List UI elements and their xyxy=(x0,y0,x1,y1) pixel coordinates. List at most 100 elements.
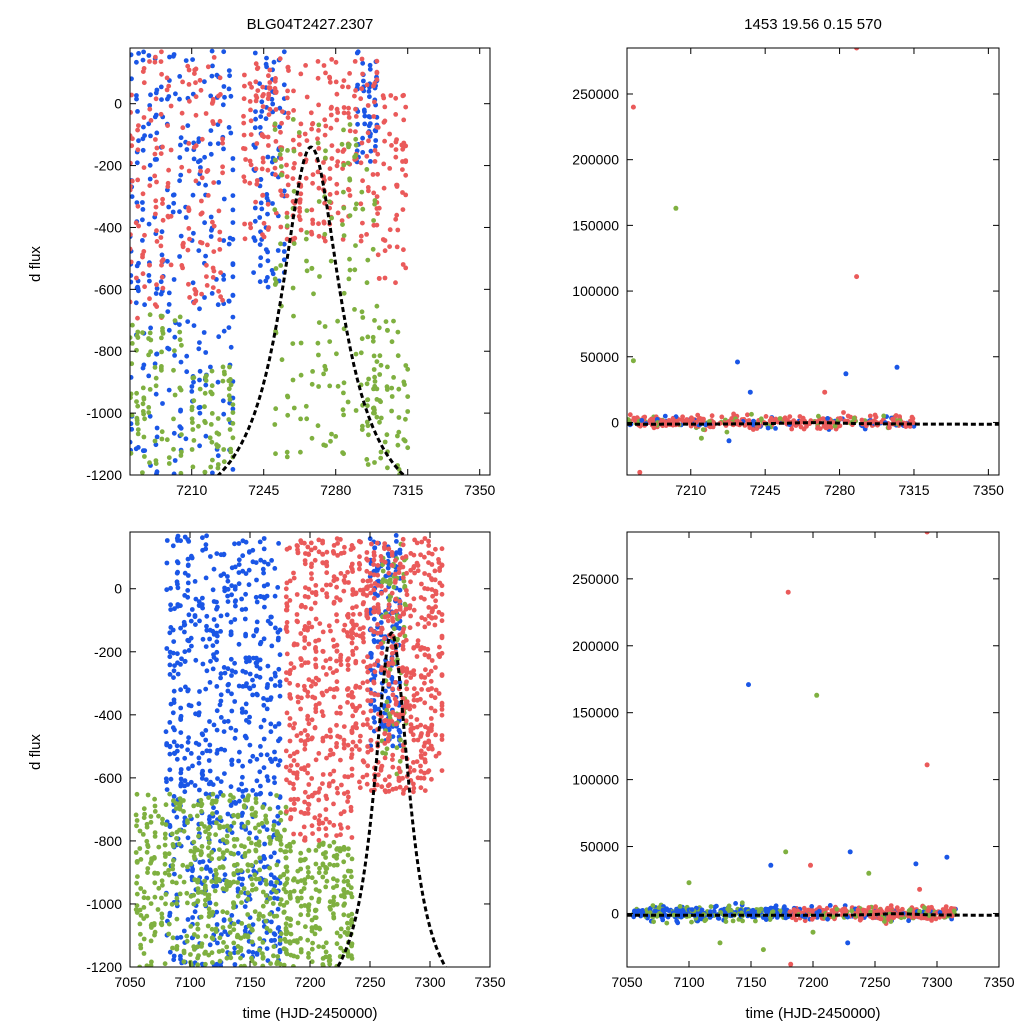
data-point-blue xyxy=(390,744,395,749)
data-point-blue xyxy=(184,369,189,374)
data-point-green xyxy=(274,266,279,271)
data-point-green xyxy=(130,323,135,328)
data-point-green xyxy=(271,901,276,906)
data-point-green xyxy=(136,427,141,432)
data-point-green xyxy=(335,319,340,324)
data-point-red xyxy=(338,832,343,837)
data-point-red xyxy=(295,619,300,624)
data-point-red xyxy=(351,652,356,657)
data-point-red xyxy=(314,590,319,595)
data-point-red xyxy=(328,753,333,758)
data-point-red xyxy=(350,569,355,574)
data-point-green xyxy=(153,804,158,809)
data-point-green xyxy=(405,409,410,414)
data-point-blue xyxy=(134,97,139,102)
data-point-green xyxy=(345,890,350,895)
data-point-red xyxy=(298,152,303,157)
data-point-blue xyxy=(259,201,264,206)
data-point-green xyxy=(292,149,297,154)
data-point-blue xyxy=(237,799,242,804)
data-point-red xyxy=(324,583,329,588)
data-point-red xyxy=(286,115,291,120)
data-point-green xyxy=(274,880,279,885)
data-point-blue xyxy=(134,300,139,305)
data-point-red xyxy=(305,95,310,100)
data-point-red xyxy=(321,160,326,165)
data-point-red xyxy=(194,179,199,184)
data-point-blue xyxy=(265,212,270,217)
data-point-red xyxy=(433,733,438,738)
fit-parameters: 1453 19.56 0.15 570 xyxy=(744,16,882,33)
data-point-green xyxy=(282,828,287,833)
data-point-green xyxy=(306,905,311,910)
data-point-red xyxy=(313,657,318,662)
data-point-blue xyxy=(182,929,187,934)
data-point-blue xyxy=(282,249,287,254)
data-point-green xyxy=(139,913,144,918)
data-point-blue xyxy=(266,619,271,624)
data-point-red xyxy=(180,111,185,116)
data-point-green xyxy=(160,878,165,883)
data-point-blue xyxy=(237,557,242,562)
data-point-red xyxy=(324,794,329,799)
data-point-blue xyxy=(187,703,192,708)
data-point-green xyxy=(140,330,145,335)
data-point-red xyxy=(351,546,356,551)
data-point-green xyxy=(279,842,284,847)
data-point-red xyxy=(147,296,152,301)
data-point-green xyxy=(298,867,303,872)
data-point-green xyxy=(142,937,147,942)
data-point-green xyxy=(360,207,365,212)
data-point-blue xyxy=(367,123,372,128)
data-point-red xyxy=(335,649,340,654)
data-point-red xyxy=(206,64,211,69)
data-point-green xyxy=(232,837,237,842)
data-point-red xyxy=(169,148,174,153)
data-point-green xyxy=(341,912,346,917)
data-point-green xyxy=(246,863,251,868)
data-point-green xyxy=(225,834,230,839)
data-point-green xyxy=(335,941,340,946)
data-point-red xyxy=(266,135,271,140)
data-point-red xyxy=(401,118,406,123)
data-point-green xyxy=(178,315,183,320)
data-point-red xyxy=(323,71,328,76)
data-point-red xyxy=(161,218,166,223)
data-point-red xyxy=(345,658,350,663)
data-point-green xyxy=(210,411,215,416)
data-point-green xyxy=(385,432,390,437)
data-point-red xyxy=(303,132,308,137)
data-point-green xyxy=(365,381,370,386)
data-point-red xyxy=(430,594,435,599)
data-point-red xyxy=(315,136,320,141)
data-point-green xyxy=(389,386,394,391)
data-point-red xyxy=(141,271,146,276)
data-point-green xyxy=(306,870,311,875)
outlier-point xyxy=(631,105,636,110)
data-point-green xyxy=(141,401,146,406)
data-point-red xyxy=(345,700,350,705)
data-point-red xyxy=(159,49,164,54)
data-point-blue xyxy=(255,620,260,625)
data-point-red xyxy=(289,797,294,802)
data-point-red xyxy=(341,149,346,154)
data-point-red xyxy=(361,636,366,641)
data-point-green xyxy=(174,836,179,841)
data-point-red xyxy=(266,143,271,148)
data-point-red xyxy=(284,163,289,168)
data-point-red xyxy=(192,68,197,73)
data-point-blue xyxy=(229,803,234,808)
data-point-red xyxy=(368,725,373,730)
data-point-green xyxy=(372,367,377,372)
data-point-red xyxy=(242,179,247,184)
data-point-blue xyxy=(190,607,195,612)
data-point-green xyxy=(291,286,296,291)
data-point-green xyxy=(349,885,354,890)
data-point-red xyxy=(266,73,271,78)
data-point-green xyxy=(273,406,278,411)
data-point-red xyxy=(391,692,396,697)
data-point-red xyxy=(365,782,370,787)
data-point-red xyxy=(379,641,384,646)
data-point-red xyxy=(690,417,695,422)
data-point-red xyxy=(212,269,217,274)
